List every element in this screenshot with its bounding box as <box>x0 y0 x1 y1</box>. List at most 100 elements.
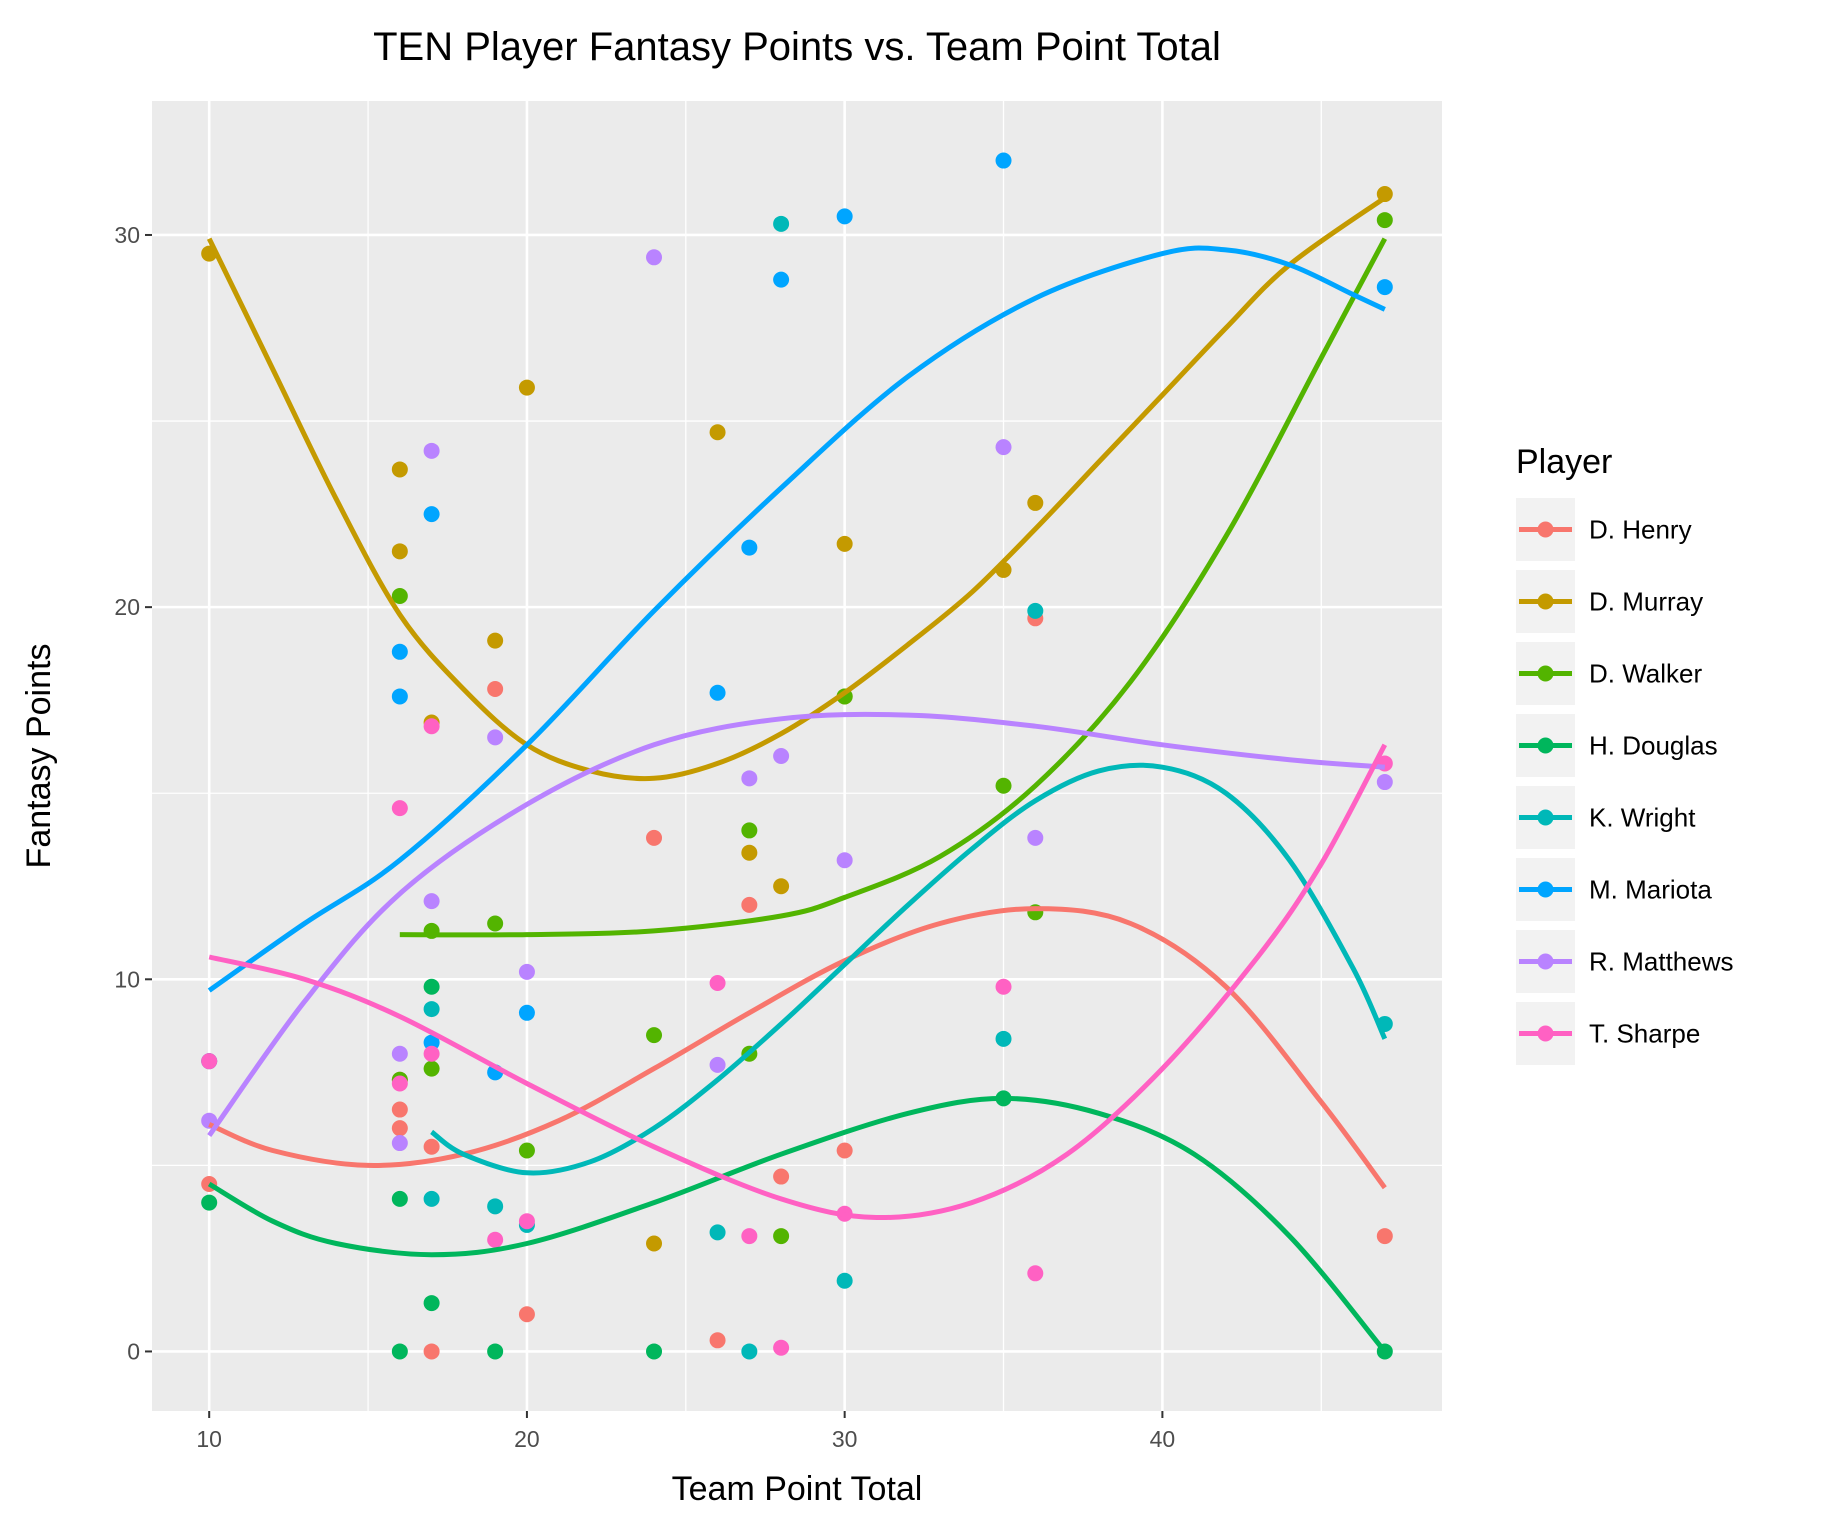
data-point <box>709 1056 726 1073</box>
data-point <box>836 208 853 225</box>
data-point <box>709 975 726 992</box>
data-points <box>201 152 1393 1360</box>
x-tick-label: 30 <box>832 1426 858 1452</box>
data-point <box>423 718 440 735</box>
trend-line <box>208 906 1387 1190</box>
data-point <box>773 1168 790 1185</box>
data-point <box>995 439 1012 456</box>
data-point <box>391 1045 408 1062</box>
data-point <box>709 1332 726 1349</box>
data-point <box>391 1190 408 1207</box>
legend-label: M. Mariota <box>1589 875 1712 905</box>
y-tick-label: 10 <box>114 966 140 992</box>
data-point <box>741 770 758 787</box>
plot-panel <box>152 101 1442 1411</box>
data-point <box>741 539 758 556</box>
data-point <box>773 1228 790 1245</box>
data-point <box>518 379 535 396</box>
data-point <box>709 424 726 441</box>
trend-line <box>207 711 1386 1138</box>
data-point <box>646 249 663 266</box>
data-point <box>423 1045 440 1062</box>
data-point <box>741 896 758 913</box>
data-point <box>995 1030 1012 1047</box>
data-point <box>391 643 408 660</box>
data-point <box>487 632 504 649</box>
data-point <box>741 844 758 861</box>
legend-point <box>1537 881 1554 898</box>
data-point <box>1376 774 1393 791</box>
legend-point <box>1537 809 1554 826</box>
data-point <box>423 1343 440 1360</box>
data-point <box>423 1190 440 1207</box>
data-point <box>423 1060 440 1077</box>
legend-point <box>1537 665 1554 682</box>
x-axis-ticks: 10 20 30 40 <box>196 1411 1175 1452</box>
data-point <box>391 587 408 604</box>
data-point <box>773 1339 790 1356</box>
data-point <box>518 1142 535 1159</box>
data-point <box>995 777 1012 794</box>
data-point <box>423 1034 440 1051</box>
legend-point <box>1537 593 1554 610</box>
data-point <box>1376 1228 1393 1245</box>
y-tick-label: 30 <box>114 222 140 248</box>
data-point <box>646 829 663 846</box>
x-tick-label: 40 <box>1150 1426 1176 1452</box>
trend-line <box>207 245 1386 993</box>
data-point <box>1376 279 1393 296</box>
x-axis-label: Team Point Total <box>672 1470 923 1508</box>
data-point <box>391 800 408 817</box>
legend-point <box>1537 1025 1554 1042</box>
data-point <box>391 543 408 560</box>
y-axis-label: Fantasy Points <box>20 644 58 869</box>
y-tick-label: 20 <box>114 594 140 620</box>
data-point <box>487 1198 504 1215</box>
data-point <box>836 852 853 869</box>
legend-label: R. Matthews <box>1589 947 1734 977</box>
data-point <box>836 1272 853 1289</box>
data-point <box>646 1343 663 1360</box>
chart-title: TEN Player Fantasy Points vs. Team Point… <box>373 25 1221 69</box>
data-point <box>391 688 408 705</box>
data-point <box>423 893 440 910</box>
legend-point <box>1537 521 1554 538</box>
trend-line <box>399 237 1388 938</box>
legend: Player D. Henry D. Murray D. Walker H. Doug… <box>1516 443 1734 1065</box>
data-point <box>391 1075 408 1092</box>
data-point <box>423 442 440 459</box>
data-point <box>773 748 790 764</box>
data-point <box>423 1138 440 1155</box>
data-point <box>518 1306 535 1323</box>
data-point <box>709 684 726 701</box>
data-point <box>391 461 408 478</box>
data-point <box>423 1295 440 1312</box>
grid-major <box>152 101 1442 1411</box>
data-point <box>1027 494 1044 511</box>
data-point <box>487 1343 504 1360</box>
trend-line <box>206 195 1387 782</box>
data-point <box>487 729 504 746</box>
data-point <box>391 1120 408 1137</box>
legend-label: H. Douglas <box>1589 731 1718 761</box>
x-tick-label: 20 <box>514 1426 540 1452</box>
data-point <box>836 535 853 552</box>
data-point <box>995 152 1012 169</box>
data-point <box>518 1213 535 1230</box>
data-point <box>423 1001 440 1018</box>
data-point <box>391 1343 408 1360</box>
trend-line <box>208 743 1388 1221</box>
data-point <box>423 978 440 995</box>
data-point <box>518 1004 535 1021</box>
data-point <box>741 1228 758 1245</box>
data-point <box>709 1224 726 1241</box>
data-point <box>1027 602 1044 619</box>
data-point <box>836 1142 853 1159</box>
data-point <box>201 1053 218 1070</box>
legend-label: D. Walker <box>1589 659 1702 689</box>
data-point <box>487 681 504 698</box>
legend-label: K. Wright <box>1589 803 1696 833</box>
legend-label: D. Henry <box>1589 515 1692 545</box>
data-point <box>741 1343 758 1360</box>
